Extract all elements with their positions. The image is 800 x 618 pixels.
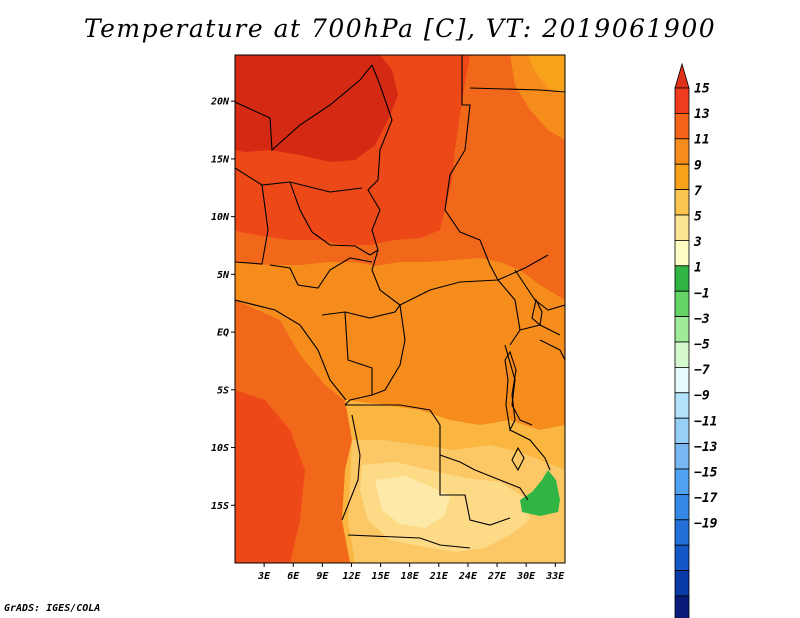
lon-tick-label: 33E: [545, 571, 565, 582]
lon-tick-label: 18E: [401, 571, 420, 582]
colorbar-label: 3: [693, 235, 702, 250]
colorbar-label: −11: [694, 414, 717, 429]
colorbar-label: 1: [694, 261, 702, 276]
field-band-3c-east: [520, 470, 560, 516]
lon-tick-label: 24E: [458, 571, 478, 582]
lake-outline: [511, 446, 525, 472]
colorbar-label: 13: [694, 107, 710, 122]
border-line: [289, 181, 313, 233]
border-line: [509, 429, 551, 471]
colorbar-bin: [674, 163, 690, 190]
lat-tick-label: 5N: [217, 270, 230, 281]
border-line: [321, 304, 401, 319]
colorbar: 15 13 11 9 7 5 3 1 −1 −3 −5 −7 −9 −11 −13 −15 −17 −19: [674, 62, 718, 618]
colorbar-bin: [674, 214, 690, 241]
lon-tick-label: 21E: [429, 571, 449, 582]
colorbar-bin: [674, 493, 690, 521]
border-line: [474, 469, 529, 501]
border-line: [341, 414, 361, 521]
lake-outline: [504, 350, 517, 432]
colorbar-label: 7: [694, 184, 702, 199]
border-line: [504, 344, 533, 426]
border-line: [235, 64, 373, 152]
colorbar-label: −13: [694, 440, 718, 455]
lat-tick-label: EQ: [217, 328, 229, 339]
colorbar-label: 5: [694, 210, 702, 225]
colorbar-bin: [674, 392, 690, 419]
lat-tick-label: 10S: [211, 443, 229, 454]
field-band-16c: [235, 55, 398, 162]
credit-text: GrADS: IGES/COLA: [4, 603, 101, 614]
lon-tick-label: 3E: [257, 571, 271, 582]
colorbar-label: 11: [694, 133, 710, 148]
lon-tick-label: 12E: [342, 571, 361, 582]
border-line: [311, 231, 379, 256]
lon-tick-label: 15E: [372, 571, 391, 582]
colorbar-bin: [674, 265, 690, 292]
colorbar-label: −19: [694, 517, 718, 532]
colorbar-bin: [674, 468, 690, 495]
colorbar-label: 9: [694, 158, 702, 173]
border-line: [439, 455, 511, 526]
border-line: [269, 257, 373, 289]
lat-tick-label: 20N: [210, 97, 230, 108]
lat-tick-label: 15S: [211, 501, 229, 512]
colorbar-label: −3: [694, 312, 710, 327]
chart-title: Temperature at 700hPa [C], VT: 201906190…: [83, 14, 717, 43]
temperature-field: [235, 55, 565, 563]
lat-tick-label: 5S: [217, 385, 229, 396]
colorbar-bin: [674, 138, 690, 165]
border-line: [344, 304, 406, 406]
colorbar-label: −9: [694, 389, 710, 404]
colorbar-bin: [674, 544, 690, 572]
colorbar-label: 15: [694, 82, 710, 97]
colorbar-bin: [674, 189, 690, 216]
border-line: [347, 534, 471, 549]
colorbar-bin: [674, 595, 690, 618]
colorbar-label: −5: [694, 338, 710, 353]
longitude-axis: 3E 6E 9E 12E 15E 18E 21E 24E 27E 30E 33E: [257, 563, 565, 582]
field-band-14c-southwest: [235, 390, 305, 563]
colorbar-label: −7: [694, 363, 710, 378]
colorbar-bin: [674, 417, 690, 445]
lon-tick-label: 9E: [316, 571, 329, 582]
colorbar-bin: [674, 113, 690, 140]
lon-tick-label: 30E: [516, 571, 536, 582]
colorbar-top-arrow: [674, 62, 690, 89]
colorbar-bin: [674, 290, 690, 318]
border-line: [514, 269, 565, 311]
lon-tick-label: 27E: [487, 571, 507, 582]
border-line: [399, 254, 549, 306]
lake-outline: [531, 298, 543, 327]
latitude-axis: 20N 15N 10N 5N EQ 5S 10S 15S: [210, 97, 235, 512]
map-frame: [234, 54, 566, 564]
border-line: [367, 64, 401, 306]
colorbar-bin: [674, 519, 690, 546]
colorbar-bin: [674, 316, 690, 343]
colorbar-bin: [674, 366, 690, 394]
lat-tick-label: 15N: [211, 154, 230, 165]
border-line: [469, 87, 565, 93]
colorbar-label: −1: [694, 286, 710, 301]
colorbar-bin: [674, 87, 690, 114]
border-line: [235, 184, 269, 265]
colorbar-bin: [674, 341, 690, 368]
colorbar-bin: [674, 239, 690, 267]
field-band-5c: [375, 476, 450, 528]
border-line: [344, 311, 373, 395]
coastline: [235, 299, 347, 401]
field-band-9c-northeast: [528, 55, 565, 95]
border-line: [539, 339, 565, 361]
border-line: [444, 55, 499, 281]
colorbar-bin: [674, 443, 690, 470]
border-line: [497, 279, 521, 346]
colorbar-label: −17: [694, 491, 718, 506]
colorbar-label: −15: [694, 466, 718, 481]
lat-tick-label: 10N: [211, 212, 230, 223]
lon-tick-label: 6E: [287, 571, 300, 582]
border-line: [345, 404, 476, 471]
colorbar-bin: [674, 570, 690, 597]
country-borders: [235, 55, 565, 549]
